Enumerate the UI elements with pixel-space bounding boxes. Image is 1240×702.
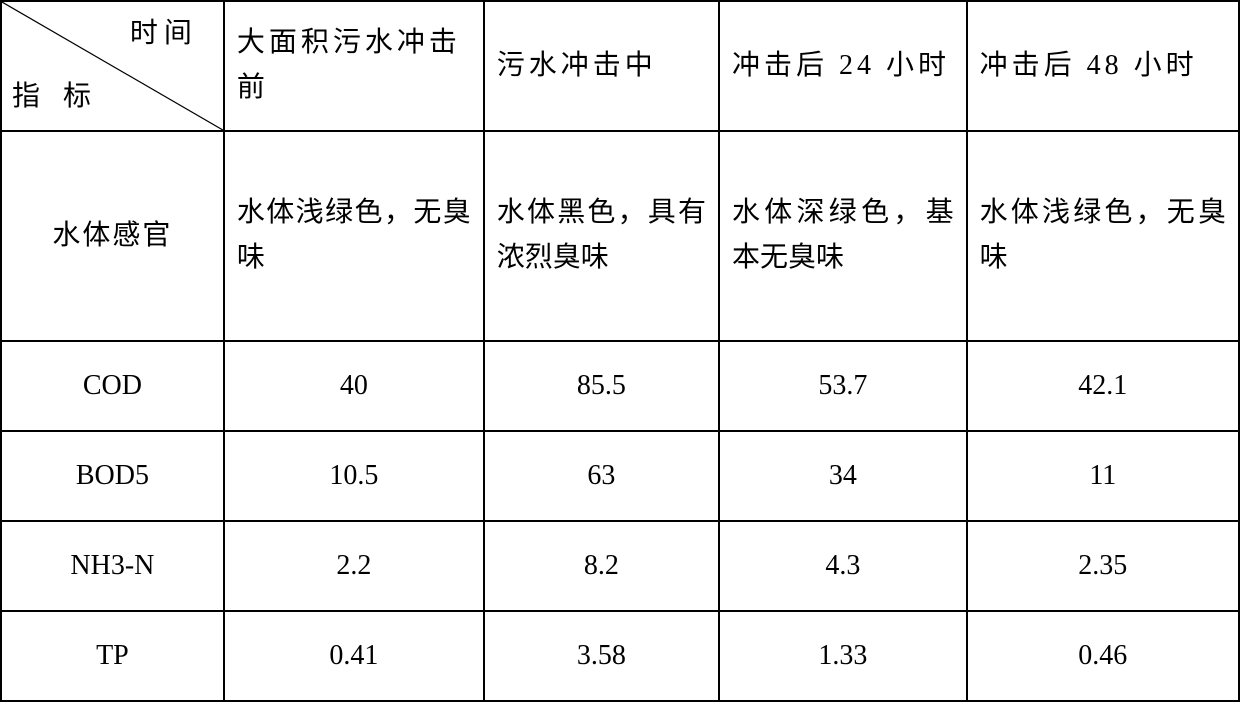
cell-tp-before: 0.41	[224, 611, 484, 701]
diag-header-top: 时间	[130, 12, 198, 57]
cell-cod-during: 85.5	[484, 341, 719, 431]
cell-nh3n-during: 8.2	[484, 521, 719, 611]
cell-tp-after48: 0.46	[967, 611, 1239, 701]
col-header-during: 污水冲击中	[484, 1, 719, 131]
cell-bod5-after48: 11	[967, 431, 1239, 521]
data-table-container: 时间 指 标 大面积污水冲击前 污水冲击中 冲击后 24 小时 冲击后 48 小…	[0, 0, 1240, 701]
cell-bod5-after24: 34	[719, 431, 967, 521]
col-header-after48: 冲击后 48 小时	[967, 1, 1239, 131]
row-label-nh3n: NH3-N	[1, 521, 224, 611]
table-row: NH3-N 2.2 8.2 4.3 2.35	[1, 521, 1239, 611]
row-label-tp: TP	[1, 611, 224, 701]
water-quality-table: 时间 指 标 大面积污水冲击前 污水冲击中 冲击后 24 小时 冲击后 48 小…	[0, 0, 1240, 702]
row-label-cod: COD	[1, 341, 224, 431]
cell-nh3n-before: 2.2	[224, 521, 484, 611]
cell-sensory-after24: 水体深绿色，基本无臭味	[719, 131, 967, 341]
diag-header-bottom: 指 标	[12, 75, 99, 120]
table-row: TP 0.41 3.58 1.33 0.46	[1, 611, 1239, 701]
cell-tp-after24: 1.33	[719, 611, 967, 701]
cell-cod-before: 40	[224, 341, 484, 431]
table-row: COD 40 85.5 53.7 42.1	[1, 341, 1239, 431]
cell-nh3n-after24: 4.3	[719, 521, 967, 611]
cell-sensory-after48: 水体浅绿色，无臭味	[967, 131, 1239, 341]
cell-tp-during: 3.58	[484, 611, 719, 701]
cell-bod5-before: 10.5	[224, 431, 484, 521]
cell-bod5-during: 63	[484, 431, 719, 521]
table-row: BOD5 10.5 63 34 11	[1, 431, 1239, 521]
row-label-bod5: BOD5	[1, 431, 224, 521]
cell-cod-after24: 53.7	[719, 341, 967, 431]
col-header-before: 大面积污水冲击前	[224, 1, 484, 131]
cell-sensory-during: 水体黑色，具有浓烈臭味	[484, 131, 719, 341]
col-header-after24: 冲击后 24 小时	[719, 1, 967, 131]
cell-nh3n-after48: 2.35	[967, 521, 1239, 611]
cell-cod-after48: 42.1	[967, 341, 1239, 431]
table-row: 水体感官 水体浅绿色，无臭味 水体黑色，具有浓烈臭味 水体深绿色，基本无臭味 水…	[1, 131, 1239, 341]
cell-sensory-before: 水体浅绿色，无臭味	[224, 131, 484, 341]
row-label-sensory: 水体感官	[1, 131, 224, 341]
table-header-row: 时间 指 标 大面积污水冲击前 污水冲击中 冲击后 24 小时 冲击后 48 小…	[1, 1, 1239, 131]
diagonal-header-cell: 时间 指 标	[1, 1, 224, 131]
